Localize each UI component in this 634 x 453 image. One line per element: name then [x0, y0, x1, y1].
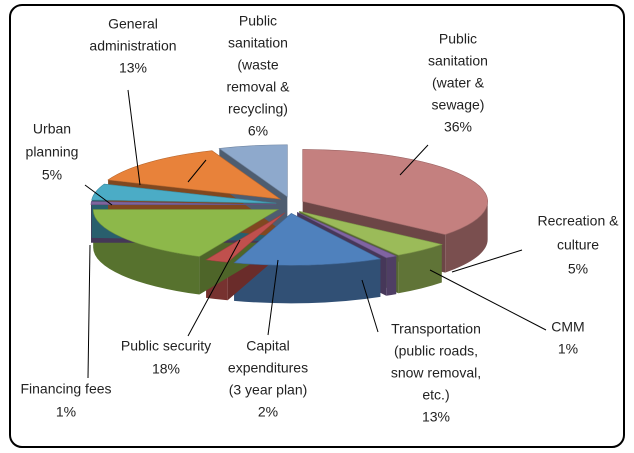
slice [299, 211, 443, 256]
leader-line [267, 259, 279, 336]
slice-value-label: 1% [56, 404, 76, 420]
leader-line [361, 279, 379, 333]
leader-line [187, 239, 241, 337]
slice-label: Financing fees [20, 381, 111, 397]
slice [92, 209, 280, 257]
slice-value-label: 18% [152, 361, 180, 377]
slice-side [234, 258, 381, 304]
slice-label: administration [89, 38, 176, 54]
slice-label: snow removal, [391, 365, 481, 381]
slice-label: culture [557, 237, 599, 253]
slice-label: Urban [33, 121, 71, 137]
leader-line [429, 269, 547, 331]
slice-label: Public [439, 31, 477, 47]
slice [233, 213, 382, 266]
leader-line [84, 184, 113, 206]
slice-side [386, 256, 397, 296]
slice [91, 183, 277, 204]
slice [218, 144, 288, 198]
slice-label: planning [26, 144, 79, 160]
slice [302, 149, 488, 235]
slice-value-label: 2% [258, 404, 278, 420]
slice-value-label: 13% [422, 409, 450, 425]
slice-value-label: 36% [444, 119, 472, 135]
slice-value-label: 6% [248, 123, 268, 139]
slice-label: General [108, 16, 158, 32]
slice-label: (public roads, [394, 343, 478, 359]
slice-label: recycling) [228, 101, 288, 117]
slice [90, 201, 277, 206]
slice-side [93, 209, 200, 295]
leader-line [87, 244, 91, 379]
leader-line [399, 144, 429, 176]
slice-value-label: 13% [119, 60, 147, 76]
slice-side [398, 244, 442, 294]
slice-label: removal & [226, 79, 290, 95]
leader-line [187, 159, 207, 183]
slice-value-label: 1% [558, 341, 578, 357]
slice-label: etc.) [422, 387, 449, 403]
slice-label: CMM [551, 319, 584, 335]
slice-label: (3 year plan) [229, 382, 308, 398]
slice-label: Capital [246, 338, 290, 354]
leader-line [451, 249, 523, 273]
slice-value-label: 5% [568, 261, 588, 277]
slice-label: sewage) [432, 97, 485, 113]
slice-label: Recreation & [538, 213, 620, 229]
leader-line [127, 89, 141, 186]
slice-label: sanitation [428, 53, 488, 69]
slice [296, 211, 398, 259]
slice-label: Transportation [391, 321, 481, 337]
slice-label: expenditures [228, 360, 308, 376]
slice-value-label: 5% [42, 167, 62, 183]
slice-label: Public security [121, 338, 211, 354]
slice-label: Public [239, 13, 277, 29]
slice-label: (waste [237, 57, 278, 73]
slice-label: sanitation [228, 35, 288, 51]
slice-label: (water & [432, 75, 485, 91]
